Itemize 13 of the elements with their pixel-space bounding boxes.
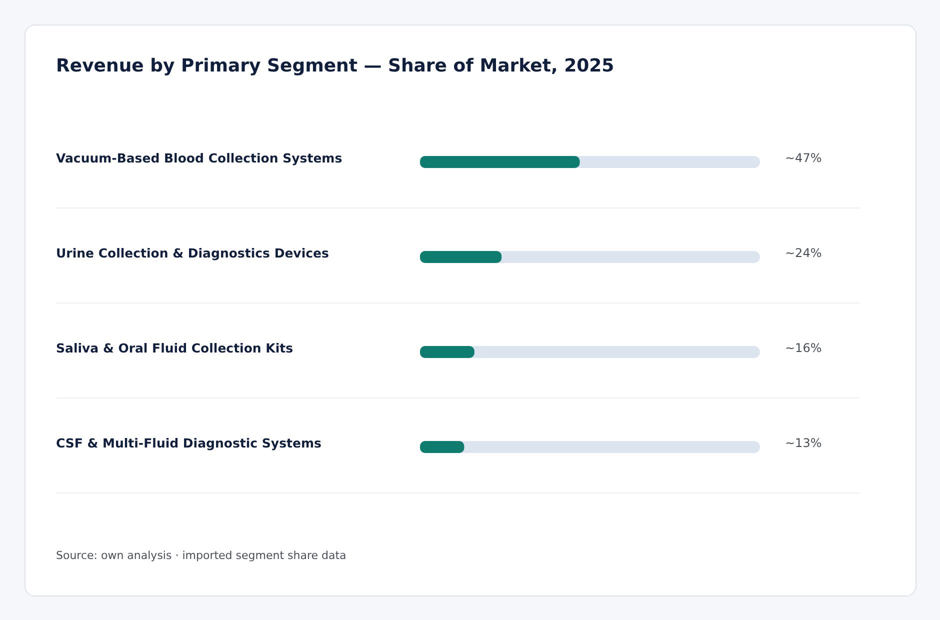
data-label: ~16%: [785, 341, 822, 356]
data-label: ~13%: [785, 436, 822, 450]
y-tick-label: Vacuum-Based Blood Collection Systems: [56, 150, 342, 166]
source-note: Source: own analysis · imported segment share data: [56, 548, 346, 562]
chart-title: Revenue by Primary Segment — Share of Market, 2025: [56, 55, 614, 76]
bar: [420, 251, 502, 263]
bar: [420, 441, 464, 453]
bar: [420, 346, 474, 358]
data-label: ~24%: [785, 246, 822, 260]
y-tick-label: CSF & Multi-Fluid Diagnostic Systems: [56, 435, 322, 450]
y-tick-label: Urine Collection & Diagnostics Devices: [56, 245, 329, 260]
data-label: ~47%: [785, 151, 822, 166]
y-tick-label: Saliva & Oral Fluid Collection Kits: [56, 340, 294, 356]
